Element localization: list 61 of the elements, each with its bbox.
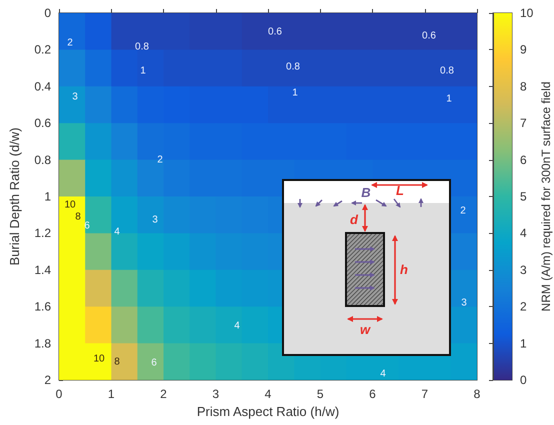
- annotation: 0.8: [440, 66, 454, 76]
- x-axis-title: Prism Aspect Ratio (h/w): [196, 404, 340, 419]
- color-bar-label: 0: [520, 373, 527, 387]
- color-bar-title: NRM (A/m) required for 300nT surface field: [539, 82, 553, 312]
- annotation: 4: [114, 226, 120, 238]
- color-bar-label: 8: [520, 79, 527, 94]
- x-tick-label: 1: [108, 387, 115, 401]
- y-tick-label: 0.6: [34, 116, 52, 130]
- annotation: 2: [157, 154, 164, 166]
- y-tick-label: 1.8: [34, 336, 52, 350]
- y-tick-label: 0: [44, 6, 52, 20]
- annotation: d: [350, 212, 360, 227]
- annotation: 10: [93, 354, 105, 364]
- annotation: 4: [234, 320, 240, 332]
- color-bar-label: 2: [520, 300, 527, 314]
- color-bar-label: 4: [520, 226, 527, 240]
- annotation: L: [396, 183, 404, 198]
- y-tick-label: 2: [44, 373, 52, 387]
- annotation: 0.6: [422, 30, 436, 42]
- color-bar-label: 10: [520, 6, 534, 20]
- annotation: 10: [64, 200, 76, 210]
- annotation: 2: [67, 38, 74, 48]
- annotation: 4: [380, 368, 386, 380]
- x-tick-label: 3: [212, 387, 220, 401]
- color-bar-label: 9: [520, 42, 527, 57]
- y-tick-label: 1.6: [34, 300, 52, 314]
- annotation: 1: [292, 88, 298, 98]
- color-bar-label: 5: [520, 190, 527, 204]
- x-tick-label: 0: [56, 387, 63, 401]
- annotation: 8: [114, 356, 120, 368]
- color-bar-label: 1: [520, 336, 527, 350]
- y-tick-label: 1: [44, 190, 52, 204]
- annotation: B: [361, 185, 371, 200]
- annotation: 6: [151, 358, 158, 368]
- annotation: 3: [461, 298, 468, 308]
- color-bar-label: 6: [520, 152, 527, 167]
- annotation: h: [400, 262, 408, 277]
- x-tick-label: 2: [160, 387, 168, 401]
- y-tick-label: 0.4: [34, 79, 52, 94]
- x-tick-label: 8: [474, 387, 481, 401]
- annotation: 0.6: [268, 26, 282, 38]
- y-axis-title: Burial Depth Ratio (d/w): [7, 128, 22, 266]
- annotation: 3: [72, 92, 78, 102]
- y-tick-label: 0.8: [34, 152, 52, 167]
- annotation: 8: [75, 212, 82, 222]
- annotation: 2: [460, 206, 466, 216]
- annotation: 3: [152, 214, 158, 226]
- x-tick-label: 5: [316, 387, 324, 401]
- color-bar-label: 3: [520, 262, 527, 277]
- annotation: 0.8: [135, 42, 150, 52]
- x-tick-label: 4: [264, 387, 272, 401]
- y-tick-label: 0.2: [34, 42, 52, 57]
- x-tick-label: 7: [421, 387, 428, 401]
- annotation: 1: [446, 94, 452, 104]
- annotation: w: [360, 322, 371, 337]
- y-tick-label: 1.2: [34, 226, 52, 240]
- y-tick-label: 1.4: [34, 262, 52, 277]
- annotation: 0.8: [286, 62, 300, 72]
- x-tick-label: 6: [369, 387, 376, 401]
- color-bar-label: 7: [520, 116, 527, 130]
- annotation: 1: [140, 66, 146, 76]
